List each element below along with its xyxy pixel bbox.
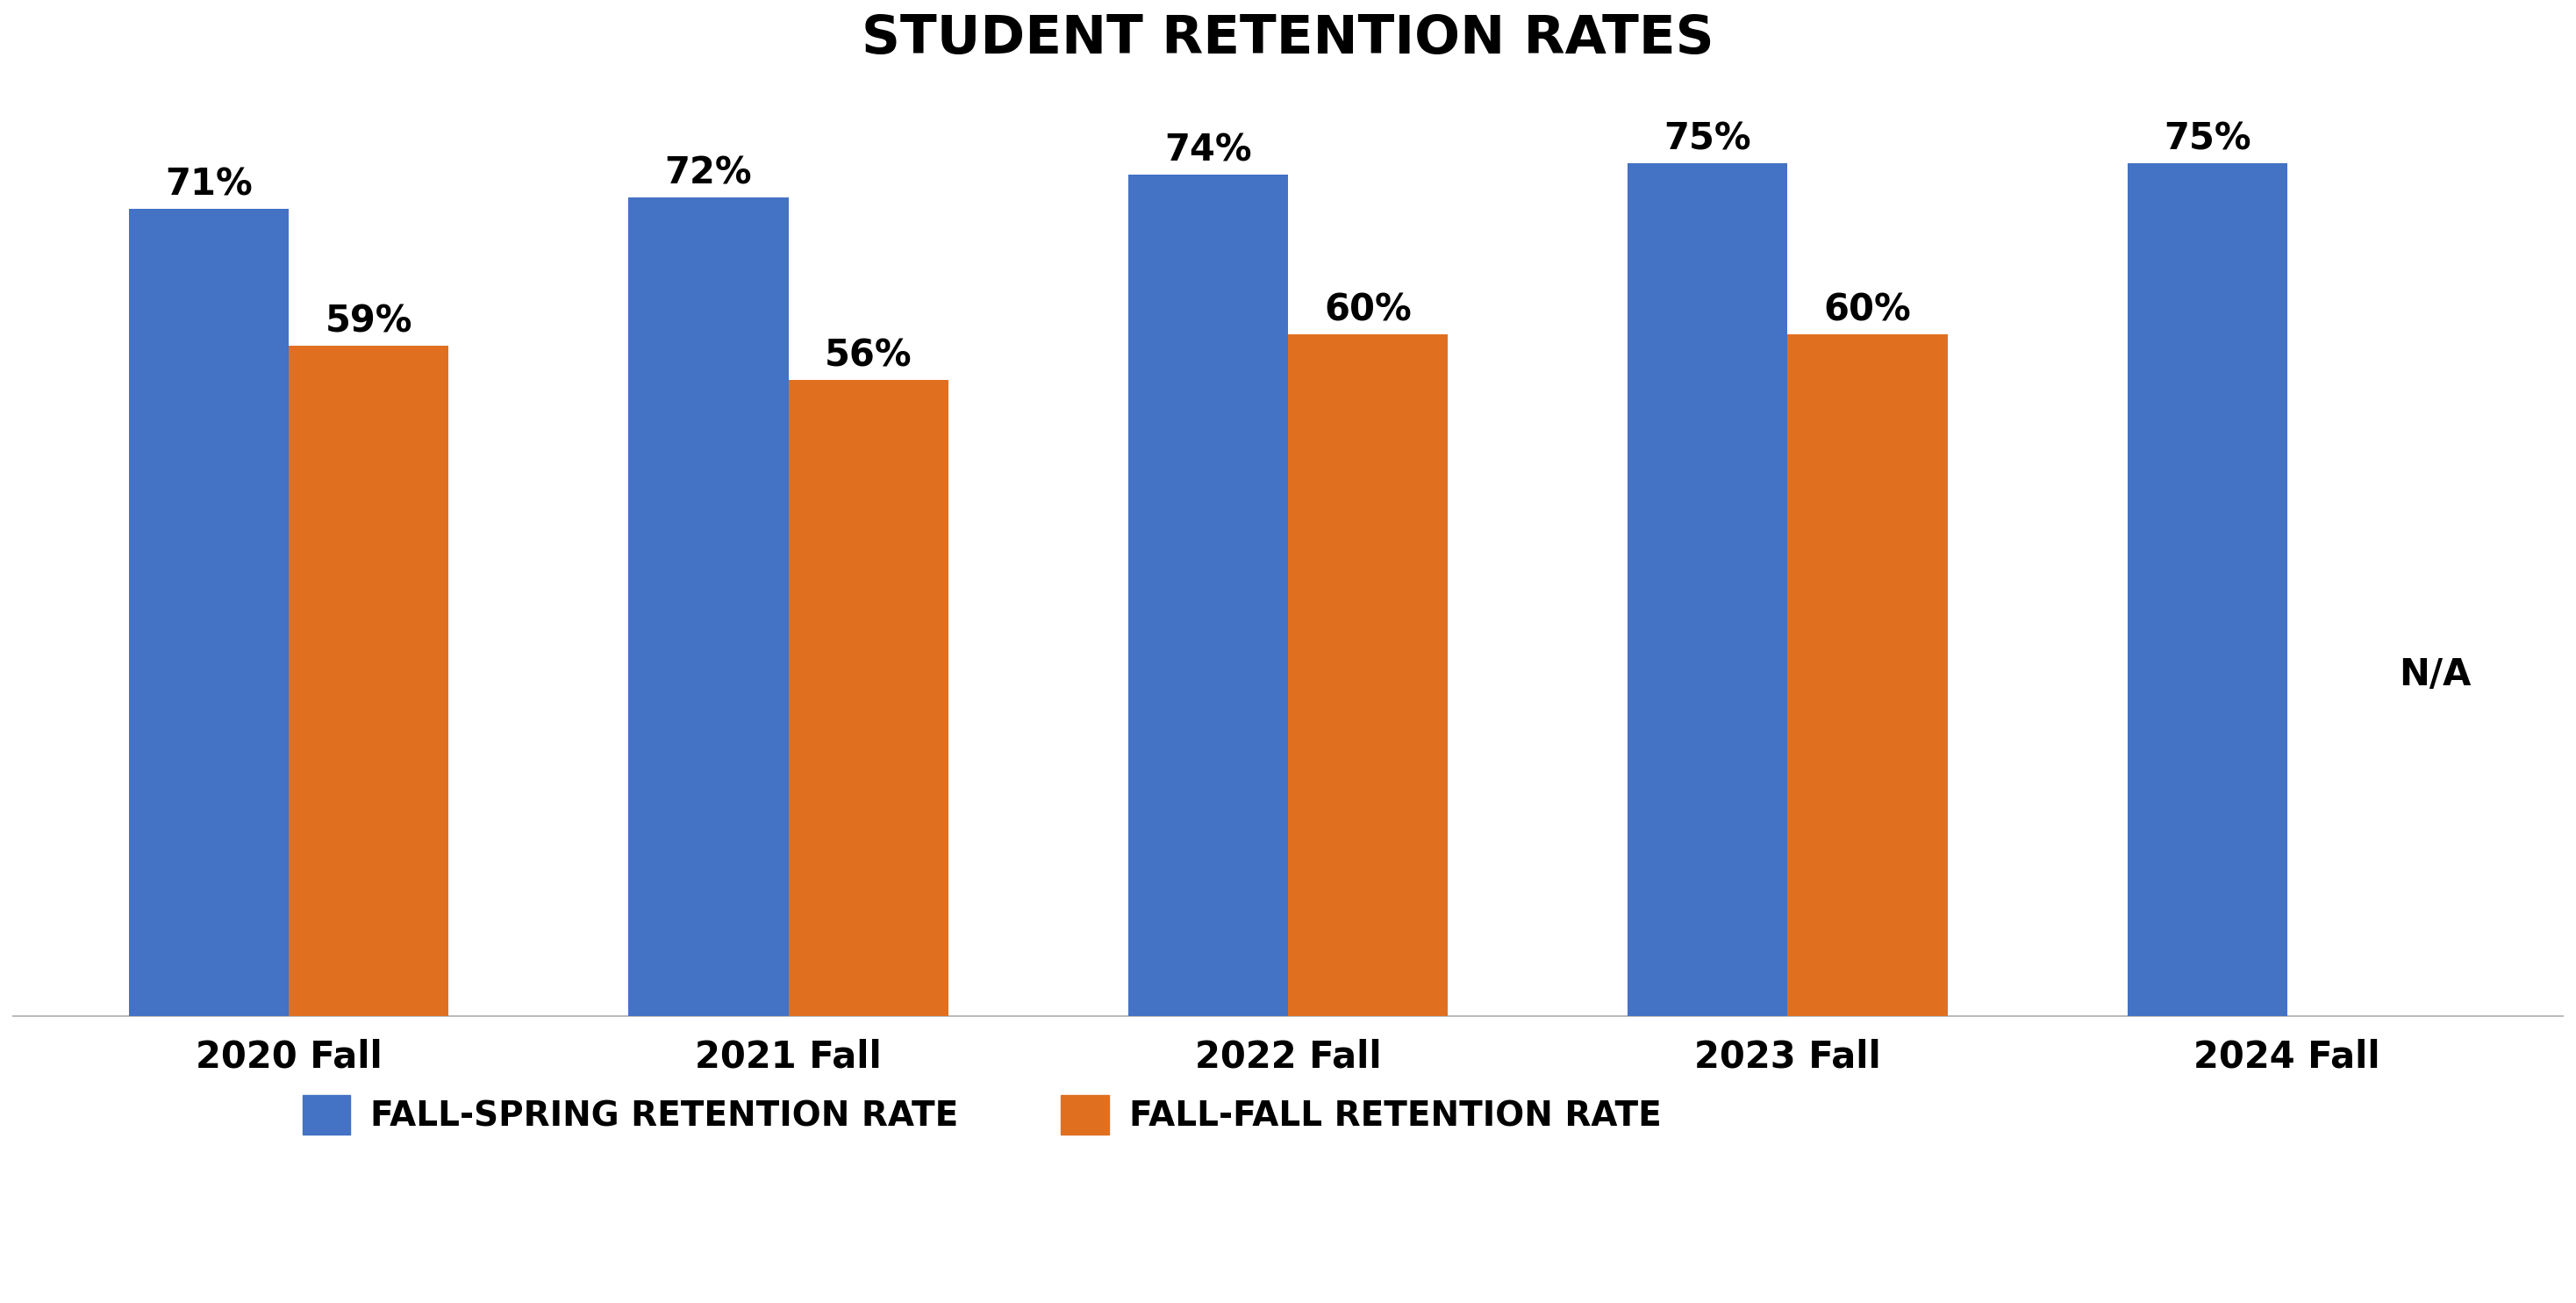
Text: 60%: 60% [1824,292,1911,328]
Legend: FALL-SPRING RETENTION RATE, FALL-FALL RETENTION RATE: FALL-SPRING RETENTION RATE, FALL-FALL RE… [289,1081,1674,1148]
Text: 56%: 56% [824,337,912,374]
Text: 72%: 72% [665,155,752,192]
Bar [1628,164,1788,1016]
Text: 75%: 75% [2164,121,2251,158]
Text: 60%: 60% [1324,292,1412,328]
Text: 71%: 71% [165,167,252,203]
Bar [629,198,788,1016]
Text: 75%: 75% [1664,121,1752,158]
Text: 59%: 59% [325,302,412,340]
Bar [129,208,289,1016]
Title: STUDENT RETENTION RATES: STUDENT RETENTION RATES [863,13,1713,65]
Text: 74%: 74% [1164,133,1252,169]
Bar [1128,175,1288,1016]
Bar [788,379,948,1016]
Bar [1788,334,1947,1016]
Bar [289,345,448,1016]
Bar [2128,164,2287,1016]
Text: N/A: N/A [2398,657,2470,693]
Bar [1288,334,1448,1016]
